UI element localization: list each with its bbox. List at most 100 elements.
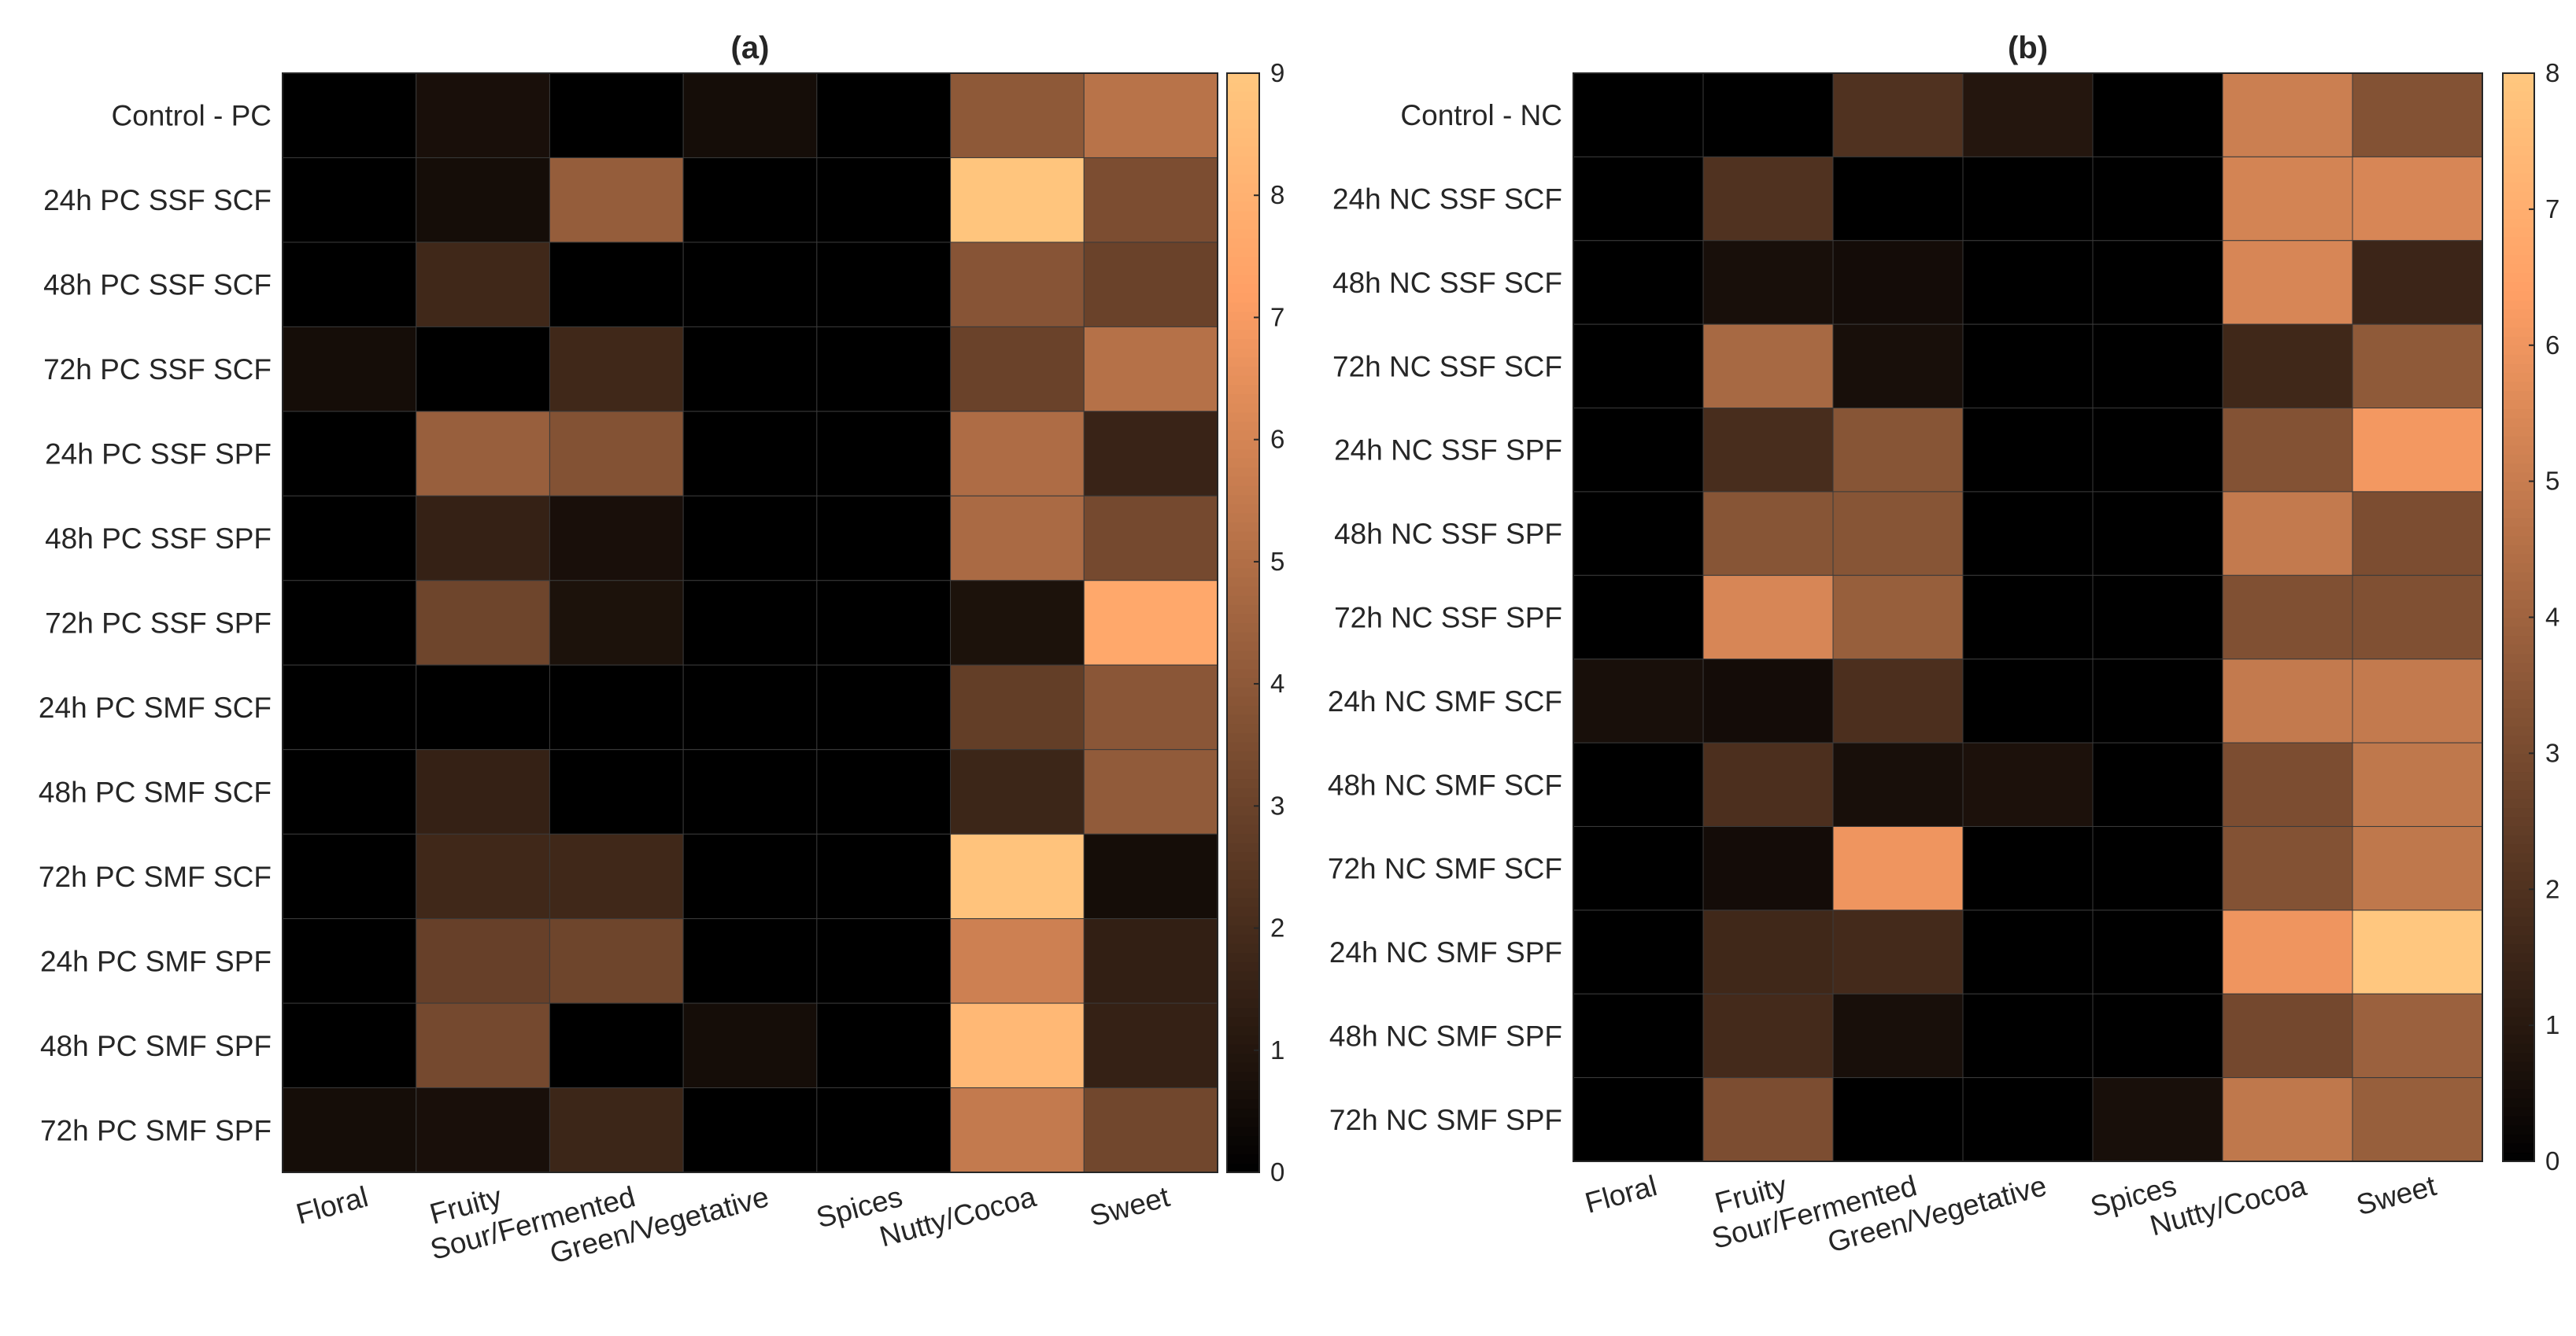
heatmap-frame-b (1573, 72, 2483, 1162)
colorbar-segment-b-3 (2503, 1124, 2534, 1135)
colorbar-segment-a-78 (1227, 448, 1259, 459)
heatmap-cell-a-r2-c5 (950, 242, 1085, 327)
colorbar-segment-b-95 (2503, 290, 2534, 301)
colorbar-segment-b-27 (2503, 907, 2534, 917)
heatmap-cell-a-r3-c6 (1083, 326, 1218, 412)
heatmap-cell-a-r3-c4 (816, 326, 952, 412)
colorbar-segment-a-103 (1227, 220, 1259, 230)
heatmap-cell-b-r9-c1 (1702, 825, 1834, 911)
colorbar-segment-b-39 (2503, 799, 2534, 809)
heatmap-cell-b-r10-c6 (2352, 910, 2483, 995)
colorbar-tick-label-b-7: 7 (2545, 194, 2559, 223)
colorbar-segment-a-111 (1227, 146, 1259, 157)
colorbar-tick-label-a-6: 6 (1270, 425, 1284, 454)
heatmap-cell-a-r1-c4 (816, 157, 952, 243)
colorbar-segment-a-109 (1227, 164, 1259, 175)
colorbar-segment-b-114 (2503, 118, 2534, 128)
colorbar-segment-a-75 (1227, 476, 1259, 486)
colorbar-segment-b-54 (2503, 662, 2534, 673)
row-label-b-3: 72h NC SSF SCF (1332, 350, 1562, 382)
colorbar-segment-b-75 (2503, 472, 2534, 482)
colorbar-segment-b-49 (2503, 707, 2534, 718)
row-label-b-11: 48h NC SMF SPF (1329, 1020, 1562, 1052)
colorbar-segment-a-98 (1227, 265, 1259, 275)
heatmap-cell-b-r9-c6 (2352, 825, 2483, 911)
heatmap-cell-b-r4-c1 (1702, 408, 1834, 493)
colorbar-segment-b-15 (2503, 1016, 2534, 1026)
heatmap-cell-a-r7-c0 (282, 664, 417, 751)
heatmap-cell-a-r1-c1 (416, 157, 550, 243)
heatmap-cell-b-r0-c1 (1702, 72, 1834, 157)
colorbar-segment-a-95 (1227, 293, 1259, 303)
heatmap-cell-a-r10-c6 (1083, 918, 1218, 1004)
heatmap-cell-a-r11-c4 (816, 1002, 952, 1089)
colorbar-segment-a-69 (1227, 531, 1259, 541)
heatmap-cell-a-r10-c0 (282, 918, 417, 1004)
row-label-a-5: 48h PC SSF SPF (45, 522, 272, 555)
heatmap-cell-b-r5-c3 (1962, 491, 2094, 576)
colorbar-segment-a-80 (1227, 430, 1259, 441)
heatmap-cell-a-r0-c0 (282, 72, 417, 158)
row-label-a-0: Control - PC (111, 100, 272, 132)
colorbar-segment-b-40 (2503, 789, 2534, 799)
colorbar-segment-a-18 (1227, 998, 1259, 1009)
heatmap-cell-a-r12-c6 (1083, 1087, 1218, 1173)
colorbar-segment-b-26 (2503, 916, 2534, 926)
heatmap-cell-a-r6-c6 (1083, 580, 1218, 666)
row-label-a-4: 24h PC SSF SPF (45, 438, 272, 471)
heatmap-cell-a-r9-c4 (816, 833, 952, 920)
heatmap-cell-a-r0-c5 (950, 72, 1085, 158)
colorbar-segment-a-22 (1227, 961, 1259, 972)
heatmap-cell-b-r11-c6 (2352, 993, 2483, 1079)
colorbar-segment-b-81 (2503, 417, 2534, 428)
colorbar-segment-a-116 (1227, 100, 1259, 111)
colorbar-segment-a-97 (1227, 275, 1259, 285)
colorbar-segment-a-9 (1227, 1080, 1259, 1091)
colorbar-segment-b-84 (2503, 390, 2534, 400)
colorbar-segment-a-71 (1227, 512, 1259, 523)
colorbar-segment-a-54 (1227, 668, 1259, 678)
colorbar-segment-b-55 (2503, 653, 2534, 663)
colorbar-tick-label-a-9: 9 (1270, 58, 1284, 87)
heatmap-cell-b-r3-c1 (1702, 323, 1834, 409)
colorbar-segment-a-68 (1227, 540, 1259, 550)
colorbar-segment-b-66 (2503, 553, 2534, 563)
heatmap-cell-b-r2-c6 (2352, 240, 2483, 325)
colorbar-segment-b-115 (2503, 109, 2534, 120)
colorbar-segment-a-117 (1227, 91, 1259, 101)
colorbar-segment-b-38 (2503, 807, 2534, 817)
heatmap-cell-b-r9-c5 (2222, 825, 2353, 911)
colorbar-segment-b-42 (2503, 771, 2534, 781)
heatmap-cell-b-r7-c4 (2092, 659, 2223, 744)
heatmap-cell-a-r3-c0 (282, 326, 417, 412)
colorbar-segment-a-55 (1227, 659, 1259, 670)
colorbar-segment-a-59 (1227, 622, 1259, 633)
colorbar-segment-a-15 (1227, 1025, 1259, 1035)
colorbar-segment-b-28 (2503, 898, 2534, 908)
heatmap-cell-a-r8-c3 (682, 749, 818, 835)
colorbar-segment-a-112 (1227, 137, 1259, 147)
chart-title-b: (b) (2008, 31, 2048, 65)
heatmap-cell-b-r10-c3 (1962, 910, 2094, 995)
colorbar-segment-a-44 (1227, 760, 1259, 770)
colorbar-segment-a-115 (1227, 109, 1259, 120)
colorbar-segment-b-0 (2503, 1152, 2534, 1162)
colorbar-segment-a-40 (1227, 796, 1259, 806)
colorbar-segment-a-7 (1227, 1098, 1259, 1109)
colorbar-segment-a-3 (1227, 1135, 1259, 1146)
heatmap-cell-b-r10-c4 (2092, 910, 2223, 995)
heatmap-cell-b-r4-c6 (2352, 408, 2483, 493)
row-label-a-11: 48h PC SMF SPF (40, 1030, 272, 1062)
colorbar-segment-a-96 (1227, 283, 1259, 293)
heatmap-cell-b-r6-c1 (1702, 574, 1834, 660)
colorbar-segment-b-35 (2503, 835, 2534, 845)
colorbar-tick-label-a-0: 0 (1270, 1157, 1284, 1187)
chart-title-a: (a) (731, 31, 770, 65)
row-label-a-7: 24h PC SMF SCF (39, 692, 272, 724)
colorbar-segment-a-48 (1227, 723, 1259, 733)
colorbar-segment-b-20 (2503, 970, 2534, 981)
colorbar-segment-b-94 (2503, 300, 2534, 310)
heatmap-cell-b-r0-c5 (2222, 72, 2353, 157)
colorbar-segment-b-68 (2503, 535, 2534, 545)
colorbar-segment-b-44 (2503, 753, 2534, 763)
